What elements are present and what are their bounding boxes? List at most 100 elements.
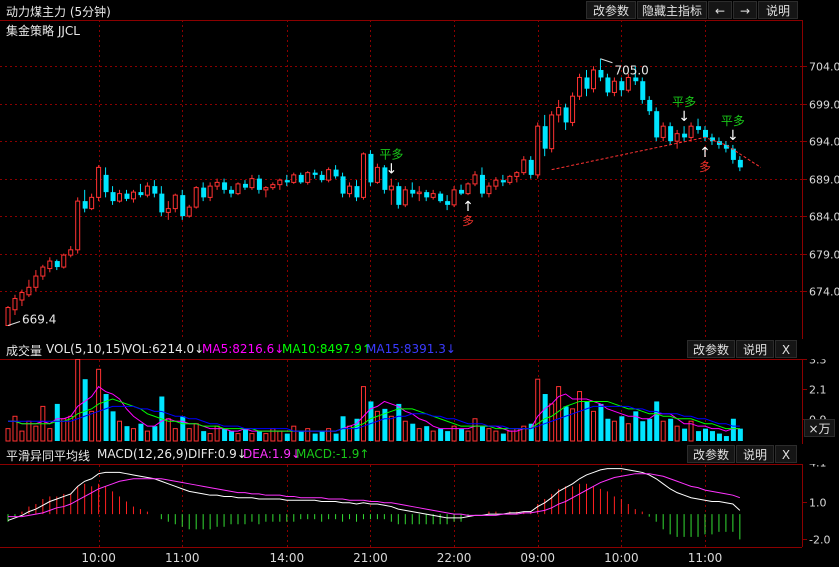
candle-body	[159, 193, 165, 213]
candle-body	[730, 148, 736, 160]
help-button[interactable]: 说明	[758, 1, 798, 19]
candle-body	[486, 185, 492, 195]
candle-body	[611, 80, 617, 93]
candle-body	[110, 192, 116, 202]
signal-label: 平多	[721, 114, 745, 128]
trend-line	[551, 136, 762, 171]
arrow-left-icon[interactable]: ←	[708, 1, 732, 19]
volume-bar	[424, 426, 430, 441]
price-tick-label: 674.0	[809, 286, 839, 299]
volume-bar	[319, 431, 325, 441]
volume-unit-label: ×万	[804, 419, 835, 437]
candle-body	[723, 144, 729, 149]
candle-body	[360, 153, 366, 198]
candle-body	[235, 183, 241, 195]
candle-body	[528, 159, 534, 175]
candle-body	[438, 193, 444, 202]
volume-bar	[654, 401, 660, 441]
volume-bar	[12, 415, 18, 442]
macd-name: 平滑异同平均线	[6, 449, 91, 463]
volume-bar	[388, 415, 394, 442]
candle-body	[152, 186, 158, 194]
change-params-button[interactable]: 改参数	[586, 1, 636, 19]
candle-body	[144, 185, 150, 196]
candle-body	[312, 172, 318, 175]
candle-body	[319, 174, 325, 181]
candle-body	[703, 129, 708, 138]
volume-bar	[312, 433, 318, 441]
candle-body	[633, 77, 639, 82]
volume-bar	[284, 433, 290, 441]
candle-body	[82, 201, 88, 209]
volume-bar	[89, 410, 95, 442]
volume-close-button[interactable]: X	[775, 340, 797, 358]
volume-bar	[556, 386, 562, 442]
arrow-right-icon[interactable]: →	[733, 1, 757, 19]
candle-body	[402, 189, 408, 206]
volume-bar	[229, 431, 235, 441]
macd-change-params-button[interactable]: 改参数	[687, 445, 735, 463]
volume-bar	[730, 418, 736, 441]
candle-body	[605, 77, 611, 93]
low-price-label: 669.4	[22, 313, 56, 327]
volume-bar	[326, 428, 332, 442]
volume-bar	[333, 433, 339, 441]
volume-help-button[interactable]: 说明	[736, 340, 774, 358]
volume-bar	[563, 406, 569, 441]
candle-body	[222, 182, 228, 190]
volume-bar	[138, 423, 144, 441]
volume-bar	[242, 428, 248, 441]
volume-bar	[660, 420, 666, 442]
volume-bar	[165, 418, 171, 442]
price-tick-label: 689.0	[809, 174, 839, 187]
macd-close-button[interactable]: X	[775, 445, 797, 463]
candle-body	[40, 266, 46, 277]
volume-bar	[61, 418, 67, 442]
candle-body	[696, 126, 702, 130]
volume-bar	[270, 428, 276, 442]
instrument-title: 动力煤主力 (5分钟)	[6, 5, 111, 19]
candle-body	[459, 189, 465, 194]
volume-bar	[633, 411, 639, 441]
candle-body	[472, 174, 478, 185]
candle-body	[556, 106, 562, 116]
signal-arrow: ↓	[727, 128, 739, 144]
volume-bar	[54, 403, 60, 441]
volume-bar	[521, 425, 527, 442]
candle-body	[445, 201, 451, 205]
volume-bar	[500, 433, 506, 441]
candle-body	[640, 81, 646, 100]
time-tick-label: 09:00	[520, 551, 555, 565]
hide-main-indicator-button[interactable]: 隐藏主指标	[637, 1, 707, 19]
macd-diff-value: DIFF:0.9↓	[188, 447, 247, 461]
time-tick-label: 11:00	[688, 551, 723, 565]
candle-body	[19, 292, 25, 301]
price-tick-label: 694.0	[809, 136, 839, 149]
candle-body	[521, 159, 527, 174]
volume-bar	[416, 428, 422, 442]
volume-bar	[144, 430, 150, 442]
volume-bar	[674, 425, 680, 442]
candle-body	[75, 200, 81, 251]
candle-body	[326, 169, 332, 181]
volume-header: 成交量 VOL(5,10,15) VOL:6214.0↓ MA5:8216.6↓…	[0, 339, 839, 359]
volume-bar	[445, 431, 451, 441]
candle-body	[465, 183, 471, 195]
price-tick-label: 704.0	[809, 61, 839, 74]
time-tick-label: 21:00	[353, 551, 388, 565]
candle-body	[103, 174, 109, 193]
volume-bar	[465, 430, 471, 442]
candle-body	[625, 76, 631, 91]
candle-body	[89, 196, 95, 210]
volume-change-params-button[interactable]: 改参数	[687, 340, 735, 358]
volume-bar	[737, 428, 743, 441]
high-pointer	[600, 58, 613, 64]
macd-help-button[interactable]: 说明	[736, 445, 774, 463]
volume-bar	[117, 420, 123, 442]
candle-body	[201, 187, 207, 198]
candle-body	[277, 179, 283, 186]
volume-bar	[33, 425, 39, 442]
candle-body	[430, 193, 436, 198]
signal-label: 平多	[379, 148, 403, 162]
candle-body	[410, 189, 416, 194]
